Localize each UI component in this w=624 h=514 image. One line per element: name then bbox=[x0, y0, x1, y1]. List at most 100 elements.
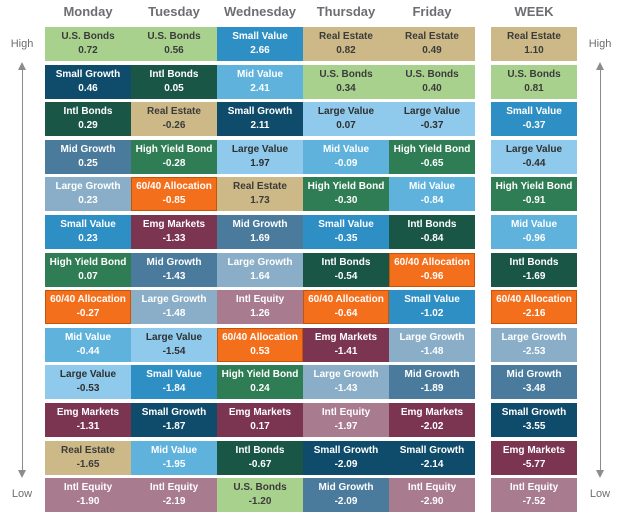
asset-class-label: Small Value bbox=[404, 294, 460, 305]
return-cell: Large Value -0.44 bbox=[491, 140, 577, 174]
arrow-up-icon bbox=[18, 62, 26, 70]
asset-class-label: Mid Growth bbox=[60, 144, 116, 155]
asset-class-label: Emg Markets bbox=[400, 407, 464, 418]
asset-class-label: Emg Markets bbox=[142, 219, 206, 230]
return-value-label: -1.33 bbox=[162, 233, 186, 244]
asset-class-label: Small Growth bbox=[55, 69, 121, 80]
column-header: Tuesday bbox=[148, 4, 200, 19]
asset-class-label: Large Value bbox=[145, 332, 203, 343]
return-value-label: 0.23 bbox=[78, 195, 98, 206]
return-cell: Small Value -1.84 bbox=[131, 365, 217, 399]
return-value-label: -0.96 bbox=[522, 233, 546, 244]
return-value-label: -0.44 bbox=[76, 346, 100, 357]
return-value-label: -5.77 bbox=[522, 459, 546, 470]
return-cell: Small Value -0.37 bbox=[491, 102, 577, 136]
return-cell: 60/40 Allocation -0.85 bbox=[131, 177, 217, 211]
asset-class-label: 60/40 Allocation bbox=[308, 294, 384, 305]
return-value-label: 0.53 bbox=[250, 346, 270, 357]
return-value-label: -0.30 bbox=[334, 195, 358, 206]
asset-class-label: Large Value bbox=[59, 369, 117, 380]
asset-class-label: Intl Equity bbox=[509, 482, 559, 493]
return-value-label: 0.82 bbox=[336, 45, 356, 56]
asset-class-label: Small Growth bbox=[501, 407, 567, 418]
return-cell: Emg Markets -2.02 bbox=[389, 403, 475, 437]
asset-class-label: Mid Growth bbox=[232, 219, 288, 230]
return-value-label: -3.48 bbox=[522, 383, 546, 394]
return-value-label: -2.90 bbox=[420, 496, 444, 507]
return-cell: Intl Bonds -1.69 bbox=[491, 253, 577, 287]
left-axis-line bbox=[22, 68, 23, 470]
return-cell: U.S. Bonds 0.56 bbox=[131, 27, 217, 61]
asset-class-label: High Yield Bond bbox=[393, 144, 471, 155]
return-value-label: -0.91 bbox=[522, 195, 546, 206]
return-cell: Real Estate 1.73 bbox=[217, 177, 303, 211]
return-value-label: -0.96 bbox=[420, 271, 444, 282]
asset-class-label: Emg Markets bbox=[502, 445, 566, 456]
return-value-label: -0.27 bbox=[76, 308, 100, 319]
asset-class-label: Mid Growth bbox=[404, 369, 460, 380]
return-cell: Emg Markets -1.31 bbox=[45, 403, 131, 437]
return-value-label: 1.73 bbox=[250, 195, 270, 206]
return-value-label: -1.02 bbox=[420, 308, 444, 319]
axis-label-low: Low bbox=[11, 488, 33, 500]
return-value-label: 0.40 bbox=[422, 83, 442, 94]
axis-label-high-right: High bbox=[588, 38, 612, 50]
return-cell: Real Estate 1.10 bbox=[491, 27, 577, 61]
return-cell: Large Growth -1.48 bbox=[389, 328, 475, 362]
return-value-label: -3.55 bbox=[522, 421, 546, 432]
asset-class-label: Real Estate bbox=[319, 31, 373, 42]
asset-class-label: U.S. Bonds bbox=[507, 69, 561, 80]
return-value-label: -0.65 bbox=[420, 158, 444, 169]
return-value-label: -2.09 bbox=[334, 459, 358, 470]
asset-class-label: Large Growth bbox=[227, 257, 293, 268]
return-cell: 60/40 Allocation -0.64 bbox=[303, 290, 389, 324]
return-value-label: -2.19 bbox=[162, 496, 186, 507]
return-cell: Small Value 2.66 bbox=[217, 27, 303, 61]
asset-class-label: 60/40 Allocation bbox=[136, 181, 212, 192]
return-cell: Large Growth 1.64 bbox=[217, 253, 303, 287]
return-cell: Large Value -1.54 bbox=[131, 328, 217, 362]
return-value-label: -1.89 bbox=[420, 383, 444, 394]
return-cell: Intl Bonds -0.84 bbox=[389, 215, 475, 249]
return-value-label: 0.07 bbox=[78, 271, 98, 282]
asset-class-label: Small Value bbox=[232, 31, 288, 42]
return-value-label: -0.84 bbox=[420, 233, 444, 244]
return-cell: Mid Value -0.44 bbox=[45, 328, 131, 362]
return-cell: 60/40 Allocation -0.27 bbox=[45, 290, 131, 324]
return-cell: Mid Value -0.96 bbox=[491, 215, 577, 249]
return-value-label: 1.64 bbox=[250, 271, 270, 282]
return-value-label: -1.84 bbox=[162, 383, 186, 394]
asset-class-label: Large Growth bbox=[501, 332, 567, 343]
return-cell: Large Growth -1.43 bbox=[303, 365, 389, 399]
asset-class-label: Large Growth bbox=[313, 369, 379, 380]
return-cell: High Yield Bond -0.28 bbox=[131, 140, 217, 174]
return-value-label: -0.26 bbox=[162, 120, 186, 131]
return-cell: Intl Equity -2.19 bbox=[131, 478, 217, 512]
return-cell: Real Estate 0.82 bbox=[303, 27, 389, 61]
asset-class-label: Emg Markets bbox=[56, 407, 120, 418]
return-value-label: -2.16 bbox=[522, 308, 546, 319]
return-cell: Mid Value -1.95 bbox=[131, 441, 217, 475]
return-value-label: 2.66 bbox=[250, 45, 270, 56]
return-value-label: 1.26 bbox=[250, 308, 270, 319]
asset-class-label: Small Value bbox=[60, 219, 116, 230]
arrow-down-icon bbox=[18, 470, 26, 478]
asset-class-label: High Yield Bond bbox=[495, 181, 573, 192]
return-value-label: -2.53 bbox=[522, 346, 546, 357]
return-cell: Intl Bonds 0.29 bbox=[45, 102, 131, 136]
return-value-label: 2.41 bbox=[250, 83, 270, 94]
asset-class-label: Real Estate bbox=[147, 106, 201, 117]
column-header: Friday bbox=[412, 4, 452, 19]
return-value-label: -1.43 bbox=[162, 271, 186, 282]
asset-class-label: Mid Value bbox=[322, 144, 370, 155]
return-value-label: 2.11 bbox=[250, 120, 270, 131]
return-cell: Large Growth -1.48 bbox=[131, 290, 217, 324]
return-cell: Small Growth -2.14 bbox=[389, 441, 475, 475]
return-value-label: -0.37 bbox=[420, 120, 444, 131]
return-value-label: -2.09 bbox=[334, 496, 358, 507]
return-cell: Small Value 0.23 bbox=[45, 215, 131, 249]
return-value-label: -0.28 bbox=[162, 158, 186, 169]
asset-class-label: U.S. Bonds bbox=[233, 482, 287, 493]
return-cell: High Yield Bond 0.07 bbox=[45, 253, 131, 287]
